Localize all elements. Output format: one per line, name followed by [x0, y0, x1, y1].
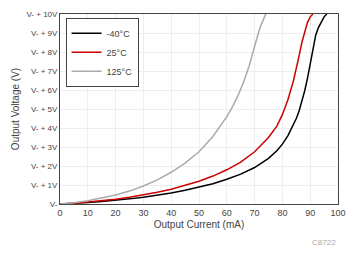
svg-text:0: 0 — [57, 208, 62, 218]
svg-text:40: 40 — [166, 208, 176, 218]
svg-text:V- + 3V: V- + 3V — [31, 143, 58, 152]
svg-text:Output Current (mA): Output Current (mA) — [154, 219, 245, 230]
svg-text:V- + 2V: V- + 2V — [31, 162, 58, 171]
svg-text:C8722: C8722 — [312, 238, 336, 247]
svg-text:125°C: 125°C — [107, 67, 133, 77]
svg-text:10: 10 — [83, 208, 93, 218]
svg-text:-40°C: -40°C — [107, 29, 131, 39]
svg-text:V- + 9V: V- + 9V — [31, 29, 58, 38]
svg-text:100: 100 — [330, 208, 345, 218]
svg-text:V- + 5V: V- + 5V — [31, 105, 58, 114]
svg-text:V- + 10V: V- + 10V — [26, 10, 58, 19]
svg-text:Output Voltage (V): Output Voltage (V) — [10, 68, 21, 150]
svg-text:30: 30 — [138, 208, 148, 218]
svg-text:25°C: 25°C — [107, 48, 128, 58]
svg-text:V- + 1V: V- + 1V — [31, 181, 58, 190]
svg-text:60: 60 — [222, 208, 232, 218]
svg-text:50: 50 — [194, 208, 204, 218]
svg-text:V- + 7V: V- + 7V — [31, 67, 58, 76]
svg-text:V- + 6V: V- + 6V — [31, 86, 58, 95]
svg-text:70: 70 — [250, 208, 260, 218]
svg-text:20: 20 — [111, 208, 121, 218]
svg-text:V- + 4V: V- + 4V — [31, 124, 58, 133]
svg-text:V-: V- — [50, 200, 58, 209]
svg-text:90: 90 — [305, 208, 315, 218]
svg-text:80: 80 — [277, 208, 287, 218]
svg-text:V- + 8V: V- + 8V — [31, 48, 58, 57]
